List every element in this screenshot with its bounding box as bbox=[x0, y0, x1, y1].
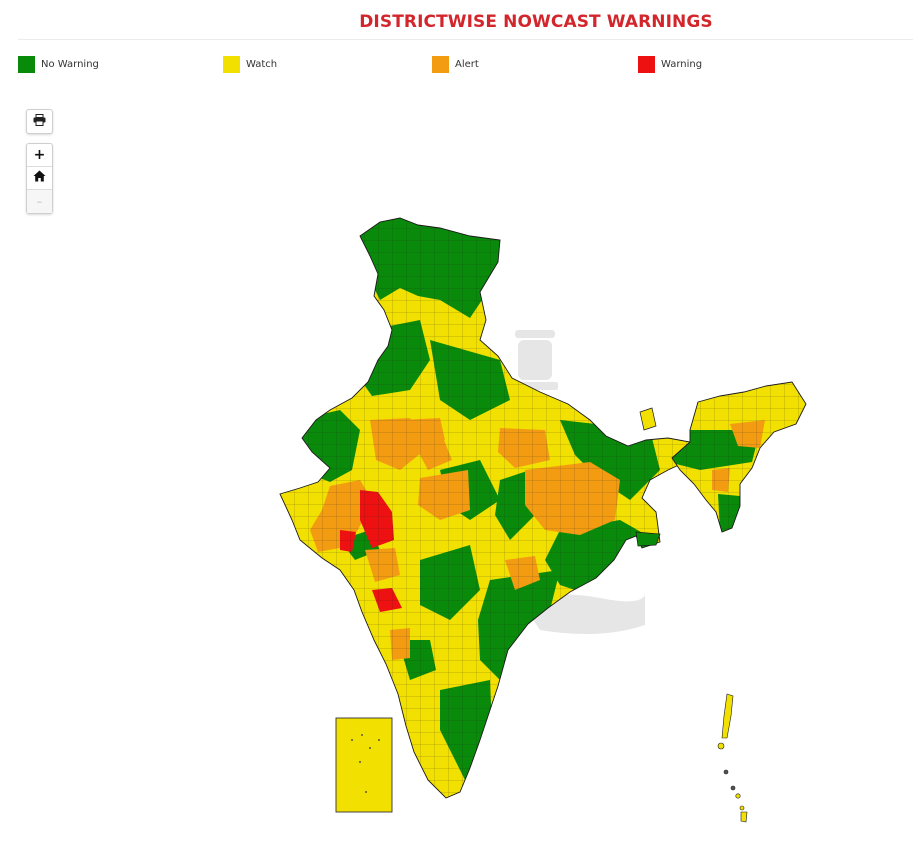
legend-item-watch: Watch bbox=[223, 56, 277, 73]
legend-label-alert: Alert bbox=[455, 59, 479, 70]
zoom-control: + – bbox=[26, 143, 53, 214]
northeast-regions bbox=[671, 381, 807, 533]
zoom-in-button[interactable]: + bbox=[27, 144, 52, 167]
zoom-out-button[interactable]: – bbox=[27, 190, 52, 213]
sundarbans-region bbox=[635, 531, 661, 547]
mainland-regions bbox=[279, 217, 695, 799]
legend-swatch-watch bbox=[223, 56, 240, 73]
andaman-nicobar-islands bbox=[717, 693, 748, 823]
legend-label-watch: Watch bbox=[246, 59, 278, 70]
legend-swatch-alert bbox=[432, 56, 449, 73]
home-icon bbox=[33, 170, 46, 186]
legend-label-warning: Warning bbox=[661, 59, 703, 70]
print-control bbox=[26, 109, 53, 134]
lakshadweep-inset bbox=[335, 717, 393, 813]
title-divider bbox=[18, 39, 913, 40]
legend-swatch-warning bbox=[638, 56, 655, 73]
home-button[interactable] bbox=[27, 167, 52, 190]
sikkim-region bbox=[639, 407, 657, 431]
printer-icon bbox=[33, 113, 46, 130]
page-title: DISTRICTWISE NOWCAST WARNINGS bbox=[359, 12, 713, 32]
legend-item-warning: Warning bbox=[638, 56, 702, 73]
legend-item-no-warning: No Warning bbox=[18, 56, 99, 73]
legend-swatch-no-warning bbox=[18, 56, 35, 73]
print-button[interactable] bbox=[27, 110, 52, 133]
legend-item-alert: Alert bbox=[432, 56, 479, 73]
legend-label-no-warning: No Warning bbox=[41, 59, 99, 70]
